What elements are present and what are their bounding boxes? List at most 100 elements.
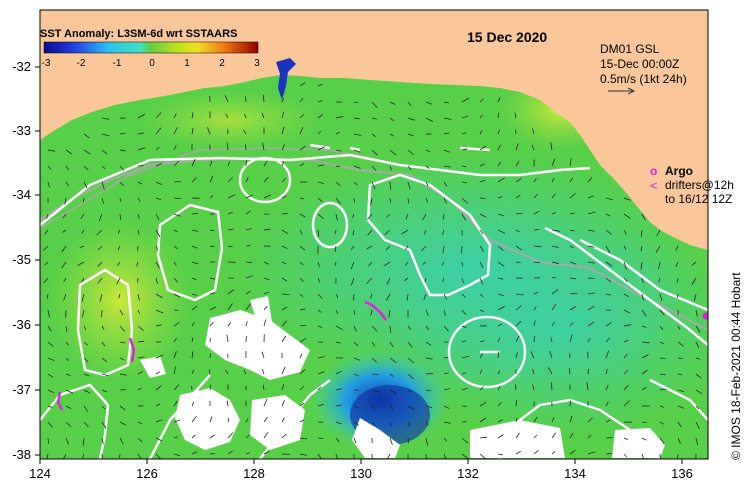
current-vector (605, 368, 608, 375)
current-vector (263, 398, 268, 407)
current-vector (443, 132, 450, 135)
current-vector (497, 229, 506, 234)
colorbar-tick: 3 (254, 58, 260, 69)
current-vector (245, 144, 247, 151)
current-vector (479, 130, 483, 135)
current-vector (497, 337, 501, 343)
current-vector (623, 324, 632, 327)
current-vector (117, 245, 121, 251)
current-vector (101, 405, 106, 410)
current-vector (425, 309, 429, 317)
current-vector (550, 337, 553, 343)
current-vector (461, 115, 469, 119)
current-vector (335, 341, 341, 344)
current-vector (263, 277, 270, 281)
current-vector (677, 389, 685, 392)
current-vector (676, 277, 679, 283)
current-vector (623, 245, 627, 250)
current-vector (515, 399, 518, 407)
current-vector (43, 277, 49, 283)
current-vector (479, 453, 486, 459)
x-tick-label: 128 (243, 466, 265, 481)
current-vector (263, 306, 268, 311)
current-vector (371, 165, 377, 171)
current-vector (551, 321, 556, 327)
current-vector (550, 382, 553, 391)
current-vector (461, 148, 468, 151)
current-vector (281, 384, 285, 391)
current-vector (371, 149, 378, 156)
current-vector (227, 228, 234, 231)
current-vector (479, 293, 484, 298)
current-vector (551, 193, 556, 199)
current-vector (299, 277, 304, 282)
current-vector (317, 356, 325, 359)
current-vector (407, 421, 411, 428)
current-vector (119, 181, 124, 187)
current-vector (605, 213, 611, 217)
argo-symbol: o (650, 164, 657, 178)
current-vector (461, 437, 469, 444)
current-vector (191, 293, 198, 296)
current-vector (101, 373, 109, 376)
current-vector (64, 197, 67, 205)
current-vector (209, 322, 214, 327)
current-vector (569, 449, 576, 455)
current-vector (443, 421, 451, 424)
current-vector (461, 97, 470, 103)
current-vector (47, 405, 53, 408)
current-vector (371, 341, 376, 347)
current-vector (83, 133, 90, 139)
current-vector (317, 146, 326, 151)
current-vector (515, 384, 517, 391)
current-vector (173, 384, 180, 391)
current-vector (659, 421, 664, 425)
colorbar-title: SST Anomaly: L3SM-6d wrt SSTAARS (40, 28, 237, 40)
current-vector (384, 229, 391, 235)
current-vector (262, 94, 265, 103)
x-tick-label: 126 (136, 466, 158, 481)
current-vector (61, 245, 67, 253)
current-vector (461, 132, 467, 135)
colorbar-gradient (43, 41, 259, 54)
current-vector (443, 309, 446, 316)
current-vector (389, 133, 394, 137)
current-vector (334, 245, 337, 252)
current-vector (299, 162, 305, 167)
current-vector (497, 97, 501, 103)
current-vector (350, 245, 355, 250)
current-vector (335, 116, 344, 119)
current-vector (569, 261, 577, 265)
current-vector (569, 229, 575, 232)
current-vector (281, 161, 285, 167)
current-vector (569, 334, 573, 343)
current-vector (155, 163, 163, 167)
current-vector (587, 305, 595, 311)
current-vector (497, 434, 504, 439)
current-vector (245, 290, 251, 295)
current-vector (677, 437, 681, 445)
current-vector (245, 303, 251, 311)
current-vector (209, 292, 215, 295)
current-vector (389, 165, 392, 171)
current-vector (533, 416, 538, 423)
current-vector (227, 450, 233, 455)
current-vector (422, 213, 427, 221)
current-vector (497, 196, 503, 199)
current-vector (46, 293, 49, 299)
current-vector (623, 213, 631, 219)
current-vector (209, 245, 215, 248)
current-vector (83, 165, 89, 171)
current-vector (371, 325, 378, 332)
colorbar-tick: 0 (149, 58, 155, 69)
current-vector (533, 291, 539, 295)
current-vector (261, 351, 265, 359)
current-vector (299, 324, 307, 327)
drifter-tracks (56, 300, 708, 411)
current-vector (443, 181, 448, 187)
current-vector (155, 197, 162, 200)
current-vector (479, 145, 487, 151)
current-vector (226, 334, 229, 343)
current-vector (569, 306, 577, 311)
current-vector (385, 293, 391, 301)
